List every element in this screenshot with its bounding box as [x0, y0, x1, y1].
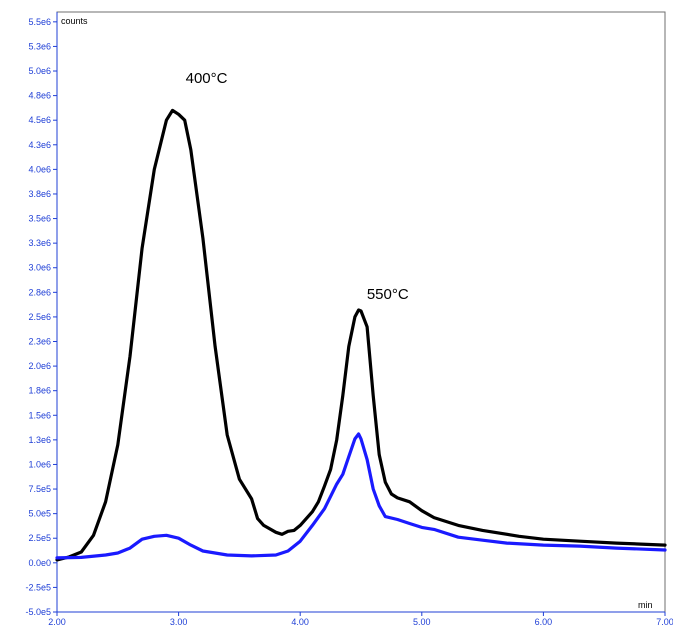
y-tick-label: 1.3e6 [28, 435, 51, 445]
y-tick-label: 4.5e6 [28, 115, 51, 125]
x-tick-label: 3.00 [170, 617, 188, 625]
x-tick-label: 7.00 [656, 617, 673, 625]
y-tick-label: 4.0e6 [28, 164, 51, 174]
x-axis-unit-label: min [638, 600, 653, 610]
y-tick-label: 3.3e6 [28, 238, 51, 248]
y-tick-label: 5.3e6 [28, 41, 51, 51]
y-tick-label: 1.5e6 [28, 410, 51, 420]
x-tick-label: 6.00 [535, 617, 553, 625]
y-tick-label: 4.8e6 [28, 91, 51, 101]
y-tick-label: 2.5e6 [28, 312, 51, 322]
peak-annotation: 550°C [367, 286, 409, 303]
y-tick-label: 3.0e6 [28, 263, 51, 273]
y-tick-label: 1.8e6 [28, 386, 51, 396]
y-tick-label: 7.5e5 [28, 484, 51, 494]
y-tick-label: 3.5e6 [28, 214, 51, 224]
y-tick-label: 3.8e6 [28, 189, 51, 199]
y-tick-label: 2.5e5 [28, 533, 51, 543]
y-tick-label: -2.5e5 [25, 582, 51, 592]
x-tick-label: 2.00 [48, 617, 66, 625]
peak-annotation: 400°C [186, 70, 228, 87]
annotation-group: 400°C 550°C [186, 70, 409, 303]
y-tick-label: -5.0e5 [25, 607, 51, 617]
y-tick-label: 2.8e6 [28, 287, 51, 297]
y-tick-label: 5.0e5 [28, 509, 51, 519]
x-tick-label: 5.00 [413, 617, 431, 625]
y-axis-unit-label: counts [61, 16, 88, 26]
y-tick-label: 0.0e0 [28, 558, 51, 568]
y-tick-label: 5.0e6 [28, 66, 51, 76]
y-tick-label: 4.3e6 [28, 140, 51, 150]
y-tick-label: 2.3e6 [28, 337, 51, 347]
y-ticks: -5.0e5 -2.5e5 0.0e0 2.5e5 5.0e5 7.5e5 1.0e6 1.3… [25, 17, 57, 617]
x-ticks: 2.00 3.00 4.00 5.00 6.00 7.00 [48, 612, 673, 625]
y-tick-label: 1.0e6 [28, 459, 51, 469]
series-line-1 [55, 108, 667, 562]
y-tick-label: 2.0e6 [28, 361, 51, 371]
x-tick-label: 4.00 [291, 617, 309, 625]
series-line-2 [55, 432, 667, 560]
series-group [55, 108, 667, 562]
y-tick-label: 5.5e6 [28, 17, 51, 27]
